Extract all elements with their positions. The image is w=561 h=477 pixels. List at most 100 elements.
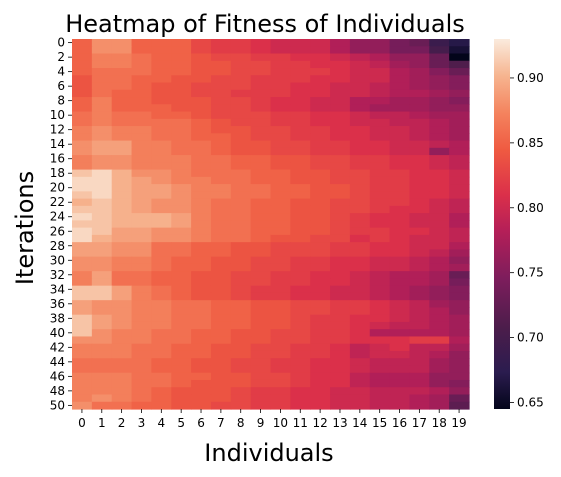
- heatmap-cell: [349, 379, 371, 388]
- heatmap-cell: [91, 89, 113, 98]
- heatmap-cell: [449, 220, 470, 229]
- heatmap-cell: [191, 82, 212, 91]
- heatmap-cell: [290, 278, 311, 287]
- heatmap-cell: [290, 205, 311, 214]
- heatmap-cell: [210, 97, 232, 105]
- heatmap-cell: [91, 321, 113, 330]
- heatmap-cell: [111, 97, 133, 105]
- heatmap-cell: [91, 379, 113, 388]
- heatmap-cell: [389, 249, 411, 258]
- heatmap-cell: [389, 140, 411, 149]
- heatmap-cell: [349, 162, 371, 171]
- heatmap-cell: [131, 242, 152, 250]
- heatmap-cell: [171, 133, 192, 142]
- x-tick-label: 8: [237, 416, 245, 430]
- heatmap-cell: [290, 394, 311, 403]
- heatmap-cell: [330, 242, 351, 250]
- heatmap-cell: [72, 176, 93, 185]
- heatmap-cell: [369, 82, 391, 91]
- heatmap-cell: [72, 155, 93, 163]
- heatmap-cell: [171, 401, 192, 410]
- heatmap-cell: [449, 75, 470, 84]
- heatmap-cell: [191, 256, 212, 265]
- heatmap-cell: [151, 184, 172, 192]
- heatmap-cell: [409, 256, 430, 265]
- y-axis-ticks: 0246810121416182022242628303234363840424…: [50, 36, 72, 412]
- heatmap-cell: [449, 111, 470, 120]
- heatmap-cell: [131, 82, 152, 91]
- heatmap-cell: [349, 394, 371, 403]
- heatmap-cell: [91, 68, 113, 76]
- heatmap-cell: [171, 365, 192, 374]
- x-tick-label: 16: [392, 416, 407, 430]
- heatmap-cell: [111, 162, 133, 171]
- heatmap-cell: [230, 162, 252, 171]
- heatmap-cell: [349, 314, 371, 323]
- heatmap-cell: [409, 220, 430, 229]
- heatmap-cell: [449, 300, 470, 309]
- heatmap-cell: [210, 191, 232, 200]
- heatmap-cell: [171, 198, 192, 207]
- heatmap-cell: [230, 227, 252, 236]
- heatmap-cell: [389, 329, 411, 338]
- heatmap-cell: [310, 89, 331, 98]
- heatmap-cell: [310, 140, 331, 149]
- heatmap-cell: [191, 68, 212, 76]
- heatmap-cell: [151, 242, 172, 250]
- heatmap-cell: [409, 46, 430, 55]
- heatmap-cell: [210, 314, 232, 323]
- heatmap-cell: [330, 278, 351, 287]
- heatmap-cell: [151, 387, 172, 396]
- heatmap-cell: [429, 169, 450, 178]
- heatmap-cell: [389, 401, 411, 410]
- heatmap-cell: [191, 39, 212, 47]
- heatmap-cell: [111, 104, 133, 113]
- heatmap-cell: [91, 387, 113, 396]
- heatmap-cell: [429, 307, 450, 316]
- heatmap-cell: [270, 155, 291, 163]
- heatmap-cell: [131, 155, 152, 163]
- heatmap-cell: [310, 213, 331, 221]
- heatmap-cell: [191, 104, 212, 113]
- y-tick-label: 4: [57, 65, 65, 79]
- heatmap-cell: [171, 68, 192, 76]
- heatmap-cell: [111, 147, 133, 156]
- heatmap-cell: [290, 162, 311, 171]
- heatmap-cell: [171, 321, 192, 330]
- heatmap-cell: [389, 133, 411, 142]
- heatmap-cell: [131, 176, 152, 185]
- heatmap-cell: [270, 97, 291, 105]
- heatmap-cell: [310, 292, 331, 301]
- heatmap-cell: [270, 300, 291, 309]
- heatmap-cell: [330, 394, 351, 403]
- heatmap-cell: [369, 46, 391, 55]
- heatmap-cell: [369, 321, 391, 330]
- x-tick-label: 15: [372, 416, 387, 430]
- heatmap-cell: [151, 213, 172, 221]
- heatmap-cell: [369, 126, 391, 134]
- heatmap-cell: [91, 336, 113, 345]
- heatmap-cell: [330, 387, 351, 396]
- heatmap-cell: [369, 39, 391, 47]
- heatmap-cell: [409, 169, 430, 178]
- heatmap-cell: [210, 118, 232, 127]
- heatmap-cell: [91, 205, 113, 214]
- heatmap-cell: [449, 227, 470, 236]
- heatmap-cell: [270, 104, 291, 113]
- heatmap-cell: [191, 75, 212, 84]
- heatmap-cell: [270, 133, 291, 142]
- heatmap-cell: [369, 53, 391, 62]
- heatmap-cell: [429, 394, 450, 403]
- heatmap-cell: [191, 53, 212, 62]
- heatmap-cell: [210, 133, 232, 142]
- heatmap-cell: [151, 278, 172, 287]
- heatmap-cell: [330, 365, 351, 374]
- heatmap-cell: [310, 220, 331, 229]
- heatmap-cell: [91, 329, 113, 338]
- heatmap-cell: [409, 300, 430, 309]
- heatmap-cell: [151, 285, 172, 294]
- heatmap-cell: [111, 176, 133, 185]
- heatmap-cell: [250, 307, 272, 316]
- heatmap-cell: [210, 162, 232, 171]
